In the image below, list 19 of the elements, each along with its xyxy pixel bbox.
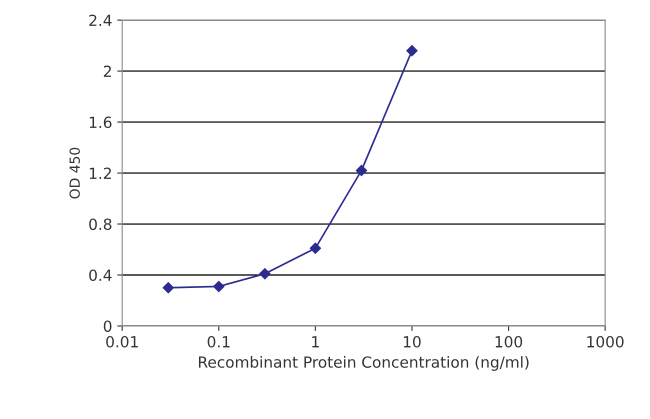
x-tick-label: 100: [496, 336, 522, 348]
x-tick-label: 1: [312, 336, 319, 348]
x-tick-label: 0.01: [106, 336, 138, 348]
y-tick-label: 2.4: [89, 14, 112, 26]
x-tick-label: 1000: [587, 336, 624, 348]
point: [259, 268, 270, 280]
x-tick-label: 0.1: [208, 336, 230, 348]
x-tick-label: 10: [404, 336, 421, 348]
point: [406, 45, 418, 56]
point: [162, 282, 174, 294]
point: [310, 242, 321, 254]
y-tick-label: 0.4: [89, 269, 112, 282]
x-axis-title: Recombinant Protein Concentration (ng/ml): [198, 356, 529, 371]
y-tick-label: 0: [104, 320, 112, 332]
y-tick-label: 1.2: [90, 168, 111, 179]
y-tick-label: 2: [104, 66, 111, 77]
y-axis-title: OD 450: [69, 148, 80, 199]
y-tick-label: 1.6: [90, 116, 112, 128]
y-tick-label: 0.8: [89, 218, 112, 230]
